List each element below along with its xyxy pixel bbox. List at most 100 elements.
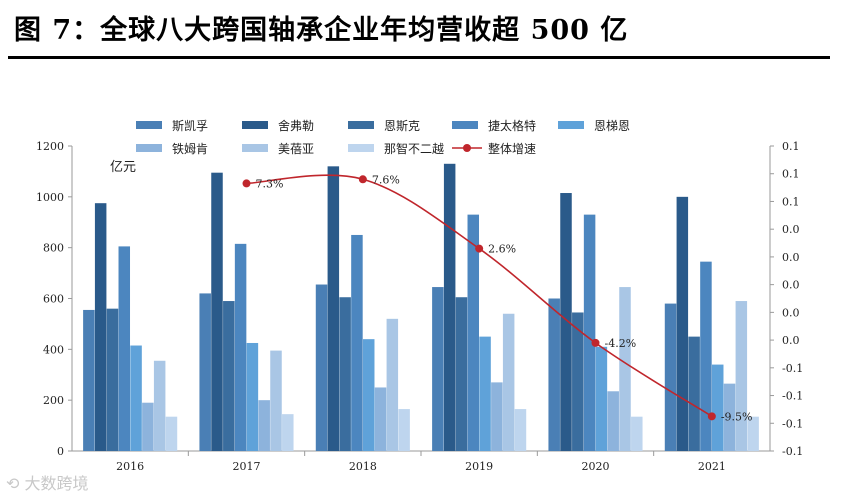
- bar-2019-1: [432, 287, 444, 451]
- bar-2018-4: [351, 234, 363, 451]
- bar-2021-1: [664, 303, 677, 451]
- y-left-tick-label: 400: [43, 343, 64, 356]
- bar-2021-5: [711, 364, 724, 451]
- legend-label: 舍弗勒: [278, 118, 314, 133]
- y-right-tick-label: 0.0: [782, 279, 800, 292]
- bar-2017-4: [234, 243, 247, 451]
- bar-2017-8: [282, 414, 294, 451]
- bar-2018-2: [327, 166, 340, 452]
- bar-2020-7: [619, 287, 631, 451]
- y-right-tick-label: 0.0: [782, 223, 800, 236]
- watermark-logo-icon: ⟲: [6, 474, 25, 493]
- legend-swatch: [136, 121, 162, 129]
- bar-2018-5: [362, 339, 375, 451]
- growth-label-2020: -4.2%: [605, 337, 637, 350]
- legend-swatch: [558, 121, 584, 129]
- legend-swatch: [348, 121, 374, 129]
- y-right-tick-label: 0.1: [782, 195, 800, 208]
- bar-2021-4: [700, 261, 712, 451]
- growth-label-2018: 7.6%: [372, 173, 400, 186]
- bar-2017-6: [258, 400, 270, 451]
- bar-2021-6: [723, 383, 736, 451]
- growth-label-2021: -9.5%: [721, 410, 753, 423]
- bar-2016-1: [83, 309, 95, 451]
- bar-2019-4: [467, 214, 480, 451]
- bar-2021-2: [676, 196, 689, 451]
- bar-2018-7: [386, 318, 399, 451]
- growth-point-2020: [591, 338, 600, 347]
- growth-label-2019: 2.6%: [488, 243, 516, 256]
- legend-swatch: [242, 121, 268, 129]
- watermark-text: 大数跨境: [24, 474, 89, 493]
- legend-swatch: [136, 144, 162, 152]
- bar-2019-6: [491, 382, 503, 451]
- bar-2016-8: [165, 416, 178, 451]
- bar-2016-2: [94, 203, 107, 451]
- y-left-tick-label: 1000: [36, 191, 64, 204]
- growth-point-2018: [358, 175, 367, 184]
- bar-2019-7: [502, 313, 515, 451]
- growth-point-2017: [242, 179, 251, 188]
- y-unit-label: 亿元: [110, 160, 136, 175]
- bar-2020-2: [560, 193, 572, 452]
- x-tick-label: 2019: [465, 460, 493, 473]
- bar-2020-4: [583, 214, 596, 451]
- title-rule: [8, 56, 830, 59]
- legend-label: 恩斯克: [384, 119, 420, 133]
- bar-2021-8: [747, 416, 759, 451]
- x-tick-label: 2020: [582, 460, 610, 473]
- y-right-tick-label: 0.0: [782, 306, 800, 319]
- legend-label: 美蓓亚: [278, 142, 314, 156]
- bar-2017-1: [199, 293, 211, 451]
- bar-2018-6: [374, 387, 387, 451]
- x-tick-label: 2021: [698, 460, 726, 473]
- y-right-tick-label: 0.0: [782, 334, 800, 347]
- y-right-tick-label: 0.1: [782, 140, 800, 153]
- y-left-tick-label: 0: [57, 445, 64, 458]
- legend-label: 整体增速: [488, 141, 536, 156]
- y-left-tick-label: 600: [43, 293, 64, 306]
- x-tick-label: 2018: [349, 460, 377, 473]
- legend-label: 铁姆肯: [172, 142, 208, 156]
- legend-swatch: [242, 144, 268, 152]
- bar-2020-1: [548, 298, 560, 451]
- legend-swatch: [452, 121, 478, 129]
- legend-label: 那智不二越: [384, 141, 444, 156]
- bar-2019-2: [443, 163, 456, 451]
- bar-2016-5: [130, 345, 142, 451]
- bar-2021-7: [735, 301, 748, 451]
- growth-label-2017: 7.3%: [256, 177, 284, 190]
- bar-2017-3: [223, 301, 235, 451]
- x-tick-label: 2017: [233, 460, 261, 473]
- y-right-tick-label: -0.1: [782, 417, 803, 430]
- legend-label: 恩梯恩: [594, 119, 630, 133]
- y-left-tick-label: 1200: [36, 140, 64, 153]
- y-right-tick-label: -0.1: [782, 445, 803, 458]
- y-left-tick-label: 200: [43, 394, 64, 407]
- bar-2016-6: [142, 402, 154, 451]
- watermark: ⟲ 大数跨境: [6, 470, 89, 494]
- y-right-tick-label: -0.1: [782, 390, 803, 403]
- bar-2018-8: [398, 409, 410, 451]
- y-right-tick-label: 0.0: [782, 251, 800, 264]
- bar-2020-3: [572, 312, 584, 451]
- bar-2021-3: [688, 336, 700, 451]
- bar-2016-4: [118, 246, 131, 451]
- x-tick-label: 2016: [116, 460, 144, 473]
- legend-label: 斯凯孚: [172, 119, 208, 133]
- bar-2016-3: [106, 308, 119, 451]
- bar-2018-3: [339, 297, 351, 451]
- bar-2017-5: [246, 342, 259, 451]
- legend-swatch: [348, 144, 374, 152]
- bar-2019-5: [479, 336, 491, 451]
- bar-2018-1: [315, 284, 328, 451]
- figure-title: 图 7：全球八大跨国轴承企业年均营收超 500 亿: [14, 15, 629, 46]
- y-right-tick-label: -0.1: [782, 362, 803, 375]
- y-left-tick-label: 800: [43, 242, 64, 255]
- bar-2020-8: [631, 416, 643, 451]
- growth-point-2021: [707, 412, 716, 421]
- bar-2016-7: [153, 360, 166, 451]
- bar-2020-6: [607, 391, 619, 451]
- bar-2017-2: [211, 172, 223, 451]
- legend-line-marker: [463, 144, 471, 152]
